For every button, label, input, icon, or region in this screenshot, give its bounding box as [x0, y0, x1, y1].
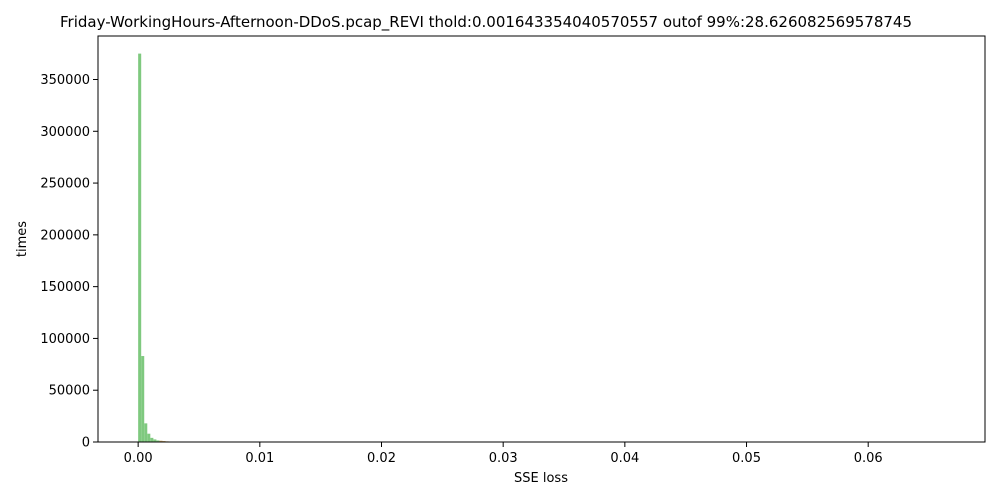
x-tick-label: 0.05 — [732, 451, 761, 466]
y-tick-label: 100000 — [40, 332, 90, 347]
histogram-bar — [144, 423, 148, 442]
histogram-bar — [147, 433, 151, 442]
y-axis-label: times — [15, 221, 30, 257]
histogram-bar — [159, 440, 163, 442]
y-tick-label: 250000 — [40, 177, 90, 192]
histogram-bar — [150, 437, 154, 442]
histogram-bar — [138, 53, 142, 443]
chart-title: Friday-WorkingHours-Afternoon-DDoS.pcap_… — [60, 13, 912, 32]
y-tick-label: 300000 — [40, 125, 90, 140]
x-tick-label: 0.04 — [610, 451, 639, 466]
y-tick-label: 0 — [82, 436, 90, 451]
x-axis-label: SSE loss — [514, 471, 568, 486]
y-tick-label: 350000 — [40, 73, 90, 88]
y-axis-ticks: 0 50000 100000 150000 200000 250000 300000 3500… — [40, 73, 98, 451]
histogram-bar — [141, 356, 145, 442]
histogram-bar — [153, 439, 157, 442]
y-tick-label: 150000 — [40, 280, 90, 295]
plot-frame — [97, 35, 986, 443]
x-tick-label: 0.00 — [124, 451, 153, 466]
x-tick-label: 0.01 — [245, 451, 274, 466]
bars-group — [138, 53, 172, 443]
x-tick-label: 0.02 — [367, 451, 396, 466]
histogram-bar — [156, 440, 160, 442]
y-tick-label: 50000 — [49, 384, 90, 399]
x-tick-label: 0.06 — [854, 451, 883, 466]
y-tick-label: 200000 — [40, 228, 90, 243]
x-tick-label: 0.03 — [489, 451, 518, 466]
x-axis-ticks: 0.00 0.01 0.02 0.03 0.04 0.05 0.06 — [124, 442, 883, 466]
